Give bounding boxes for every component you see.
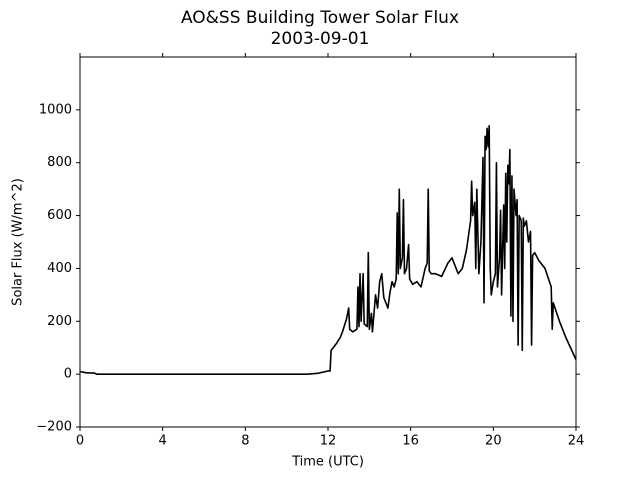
plot-frame (79, 56, 577, 428)
x-tick-label: 4 (159, 434, 167, 449)
y-tick-label: 200 (47, 314, 72, 329)
y-tick-label: 0 (64, 367, 72, 382)
chart-title: AO&SS Building Tower Solar Flux (181, 8, 459, 28)
y-tick-label: 400 (47, 261, 72, 276)
series-line (79, 124, 577, 375)
x-tick-label: 16 (402, 434, 419, 449)
y-tick-label: 1000 (39, 102, 72, 117)
x-tick-label: 12 (320, 434, 337, 449)
x-tick-label: 0 (76, 434, 84, 449)
chart-subtitle: 2003-09-01 (271, 29, 370, 49)
y-tick-label: 600 (47, 208, 72, 223)
y-tick-label: −200 (36, 420, 72, 435)
x-tick-label: 20 (485, 434, 502, 449)
x-tick-label: 8 (241, 434, 249, 449)
x-tick-label: 24 (568, 434, 585, 449)
y-tick-label: 800 (47, 155, 72, 170)
x-axis-label: Time (UTC) (291, 455, 364, 470)
y-axis-label: Solar Flux (W/m^2) (11, 178, 26, 306)
